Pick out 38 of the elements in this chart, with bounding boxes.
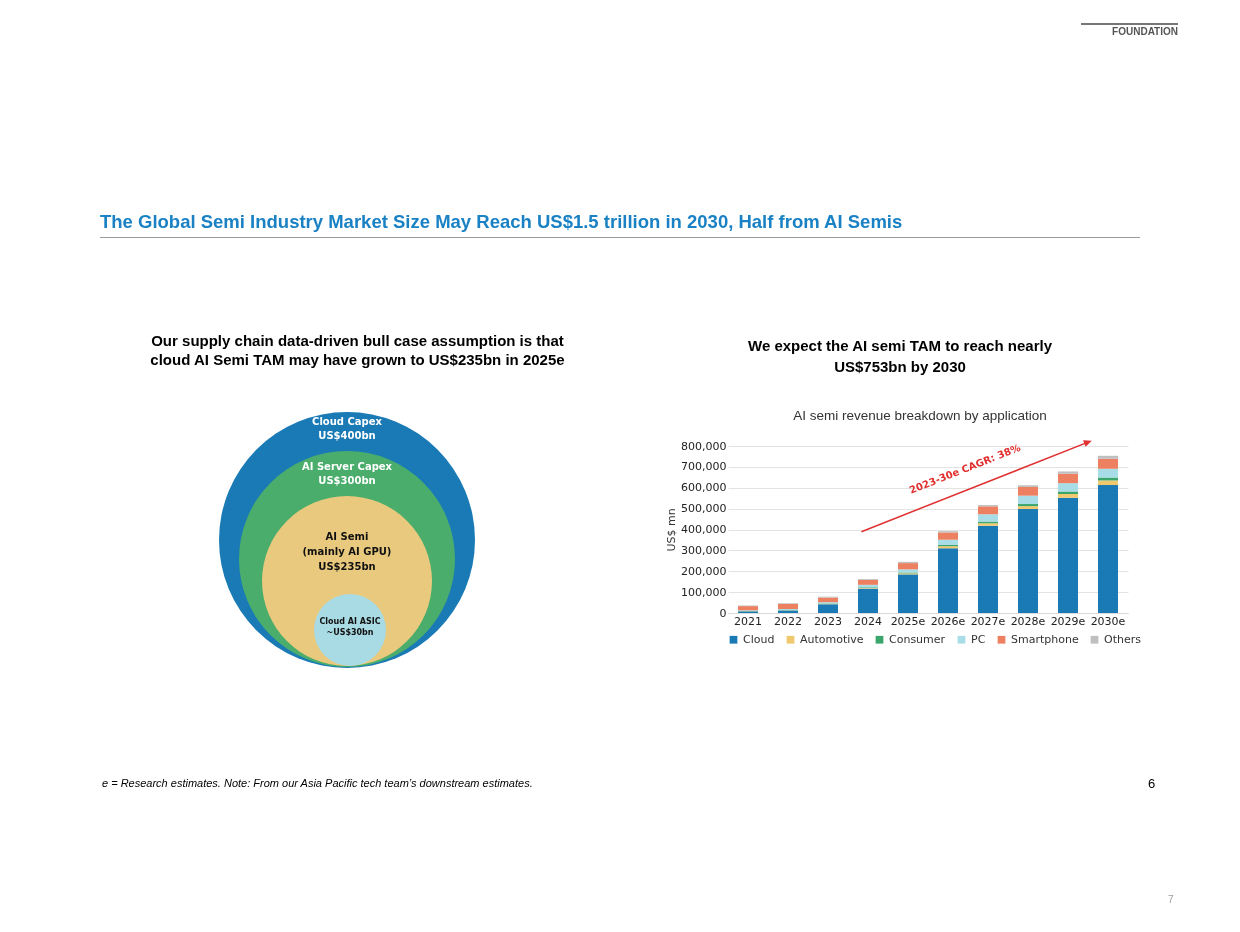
y-tick-label: 400,000 — [681, 523, 727, 536]
text: e = Research estimates. Note: From our Asia Pacific tech team’s downstream estimates. — [102, 777, 533, 789]
x-tick-label: 2026e — [930, 614, 966, 628]
x-tick-label: 2029e — [1050, 614, 1086, 628]
x-tick-label: 2022 — [774, 614, 802, 628]
y-tick-label: 0 — [719, 606, 727, 620]
y-tick-label: 500,000 — [681, 502, 727, 516]
text: 7 — [1168, 894, 1174, 905]
legend-label: Consumer — [889, 632, 946, 646]
text: 6 — [1148, 776, 1156, 791]
y-tick-label: 300,000 — [681, 543, 727, 557]
y-tick-label: 200,000 — [681, 564, 727, 578]
y-tick-label: 600,000 — [681, 481, 727, 495]
y-tick-label: 700,000 — [681, 460, 727, 474]
legend-label: Others — [1104, 632, 1142, 646]
y-tick-label: 100,000 — [681, 585, 727, 599]
x-tick-label: 2025e — [890, 614, 926, 628]
text: The Global Semi Industry Market Size May Reach US$1.5 trillion in 2030, Half from AI Semis — [100, 211, 904, 233]
legend-label: PC — [971, 632, 986, 646]
y-axis-title: US$ mn — [665, 508, 679, 552]
chart-title: We expect the AI semi TAM to reach nearly US$753bn by 2030 — [747, 336, 1053, 377]
x-tick-label: 2024 — [854, 614, 882, 628]
text: Cloud AI ASIC ~US$30bn — [319, 617, 381, 637]
legend-label: Cloud — [743, 632, 775, 646]
x-tick-label: 2023 — [814, 614, 842, 628]
x-tick-label: 2021 — [734, 614, 762, 628]
text: AI Server Capex US$300bn — [301, 461, 393, 486]
text: Cloud Capex US$400bn — [312, 416, 383, 441]
legend-label: Smartphone — [1011, 632, 1079, 646]
y-tick-label: 800,000 — [681, 439, 727, 453]
text: AI Semi (mainly AI GPU) US$235bn — [302, 531, 392, 572]
x-tick-label: 2027e — [970, 614, 1006, 628]
text: Our supply chain data-driven bull case assumption is that cloud AI Semi TAM may have grown to US$235bn in 2025e — [150, 331, 565, 369]
legend-label: Automotive — [800, 632, 864, 646]
chart-subtitle: AI semi revenue breakdown by application — [792, 408, 1048, 423]
x-tick-label: 2028e — [1010, 614, 1046, 628]
text: FOUNDATION — [1111, 26, 1178, 37]
x-tick-label: 2030e — [1090, 614, 1126, 628]
